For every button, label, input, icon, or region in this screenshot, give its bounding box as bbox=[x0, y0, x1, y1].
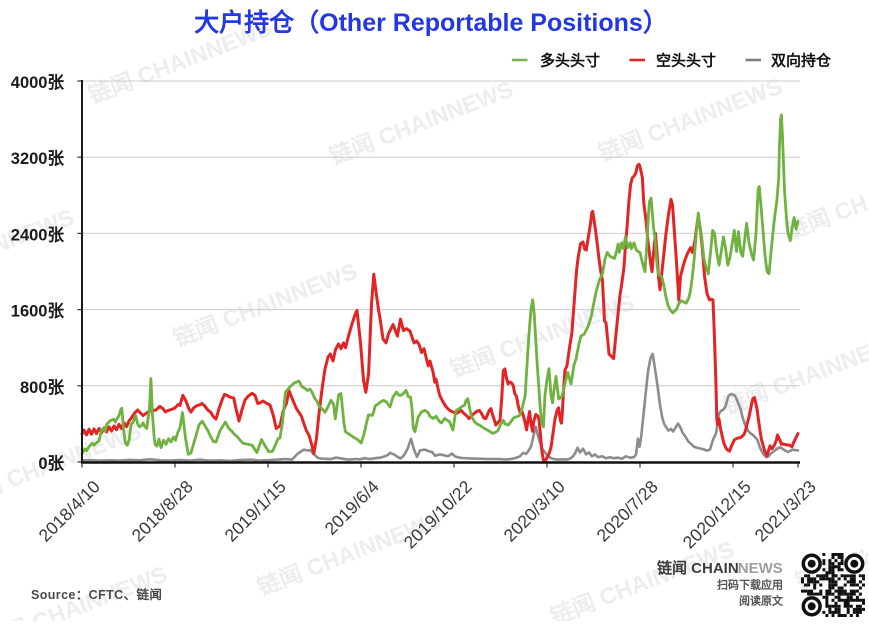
svg-text:双向持仓: 双向持仓 bbox=[771, 52, 832, 70]
svg-text:扫码下载应用: 扫码下载应用 bbox=[717, 578, 783, 592]
svg-text:NEWS: NEWS bbox=[738, 560, 783, 577]
svg-text:4000张: 4000张 bbox=[11, 73, 65, 92]
svg-text:800张: 800张 bbox=[20, 378, 65, 397]
svg-text:3200张: 3200张 bbox=[11, 149, 65, 168]
svg-text:Source：CFTC、链闻: Source：CFTC、链闻 bbox=[31, 587, 162, 602]
svg-text:大户持仓（Other Reportable Position: 大户持仓（Other Reportable Positions） bbox=[194, 8, 668, 37]
svg-text:1600张: 1600张 bbox=[11, 302, 65, 321]
svg-text:链闻 CHAIN: 链闻 CHAIN bbox=[657, 559, 739, 577]
svg-text:阅读原文: 阅读原文 bbox=[739, 594, 784, 608]
svg-text:2400张: 2400张 bbox=[11, 225, 65, 244]
svg-text:空头头寸: 空头头寸 bbox=[656, 52, 716, 70]
svg-text:0张: 0张 bbox=[38, 454, 64, 473]
svg-text:多头头寸: 多头头寸 bbox=[540, 52, 600, 70]
